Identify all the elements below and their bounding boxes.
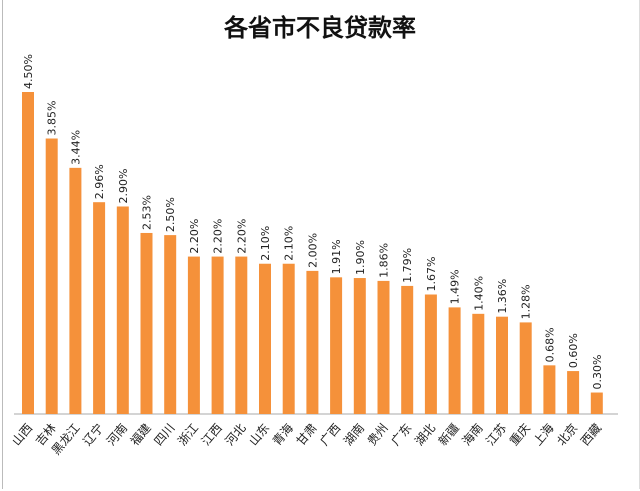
- x-tick-label-3: 辽宁: [79, 420, 106, 448]
- bar-1: [45, 138, 58, 414]
- bar-19: [472, 313, 485, 414]
- x-tick-label-9: 河北: [222, 421, 248, 448]
- data-label-1: 3.85%: [46, 101, 59, 136]
- x-tick-label-11: 青海: [269, 420, 296, 448]
- bar-2: [69, 167, 82, 414]
- data-label-5: 2.53%: [141, 195, 154, 230]
- x-tick-label-23: 北京: [554, 421, 580, 448]
- x-tick-label-21: 重庆: [507, 421, 533, 448]
- bar-23: [567, 371, 580, 414]
- x-tick-label-24: 西藏: [578, 421, 604, 448]
- bar-14: [353, 278, 366, 414]
- bar-5: [140, 232, 153, 414]
- bar-0: [22, 92, 34, 414]
- bar-11: [282, 263, 295, 414]
- data-label-18: 1.49%: [449, 269, 462, 304]
- data-label-11: 2.10%: [283, 226, 296, 261]
- bar-8: [211, 256, 224, 414]
- bar-9: [235, 256, 248, 414]
- bar-3: [93, 202, 106, 414]
- x-tick-label-16: 广东: [388, 421, 414, 448]
- bar-22: [543, 365, 556, 414]
- data-label-23: 0.60%: [567, 333, 580, 368]
- bar-21: [519, 322, 532, 414]
- data-label-13: 1.91%: [330, 239, 343, 274]
- x-tick-label-13: 广西: [317, 421, 343, 448]
- bar-7: [187, 256, 200, 414]
- bar-20: [496, 316, 508, 414]
- bar-15: [377, 280, 390, 414]
- data-label-3: 2.96%: [93, 164, 106, 199]
- x-tick-label-18: 新疆: [435, 420, 462, 448]
- data-label-14: 1.90%: [354, 240, 367, 275]
- x-tick-label-7: 浙江: [175, 421, 201, 448]
- data-label-16: 1.79%: [401, 248, 414, 283]
- chart-title: 各省市不良贷款率: [224, 14, 416, 42]
- bar-24: [590, 392, 603, 414]
- data-label-12: 2.00%: [306, 233, 319, 268]
- x-tick-label-20: 江苏: [483, 421, 509, 448]
- data-label-24: 0.30%: [591, 355, 604, 390]
- x-tick-label-17: 湖北: [411, 420, 438, 448]
- data-label-10: 2.10%: [259, 226, 272, 261]
- data-label-15: 1.86%: [378, 243, 391, 278]
- data-label-22: 0.68%: [543, 327, 556, 362]
- data-label-0: 4.50%: [22, 54, 35, 89]
- x-tick-label-5: 福建: [127, 420, 154, 448]
- x-tick-label-19: 海南: [459, 420, 486, 448]
- data-label-8: 2.20%: [212, 219, 225, 254]
- data-label-21: 1.28%: [520, 284, 533, 319]
- bar-6: [164, 235, 177, 414]
- bar-13: [330, 277, 343, 414]
- bar-18: [448, 307, 461, 414]
- x-tick-label-6: 四川: [151, 421, 177, 448]
- bar-4: [116, 206, 129, 414]
- data-label-9: 2.20%: [235, 219, 248, 254]
- data-label-19: 1.40%: [472, 276, 485, 311]
- bar-17: [424, 294, 437, 414]
- x-tick-label-22: 上海: [530, 420, 557, 448]
- x-tick-label-8: 江西: [199, 421, 225, 448]
- x-tick-label-14: 湖南: [340, 420, 367, 448]
- x-tick-label-4: 河南: [103, 420, 130, 448]
- data-label-20: 1.36%: [496, 279, 509, 314]
- data-label-7: 2.20%: [188, 219, 201, 254]
- data-label-6: 2.50%: [164, 197, 177, 232]
- bar-16: [401, 285, 414, 414]
- x-tick-label-12: 甘肃: [294, 421, 320, 448]
- data-label-4: 2.90%: [117, 169, 130, 204]
- data-label-17: 1.67%: [425, 257, 438, 292]
- bar-12: [306, 270, 319, 414]
- x-tick-label-10: 山东: [246, 421, 272, 448]
- data-label-2: 3.44%: [69, 130, 82, 165]
- x-tick-label-0: 山西: [9, 421, 35, 448]
- x-tick-label-15: 贵州: [365, 421, 391, 448]
- bar-10: [259, 263, 271, 414]
